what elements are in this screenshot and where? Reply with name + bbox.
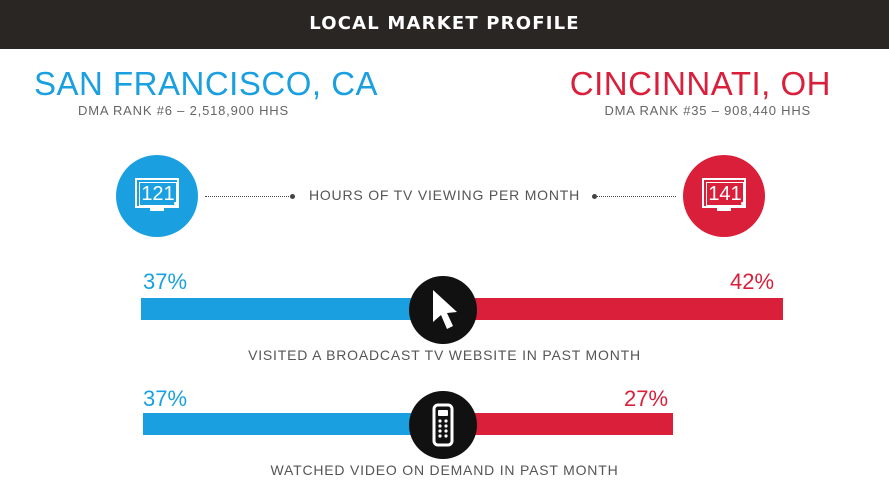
left-market-dma: DMA RANK #6 – 2,518,900 HHS — [78, 103, 289, 118]
page-title: LOCAL MARKET PROFILE — [309, 13, 580, 34]
metric1-left-pct: 37% — [143, 269, 188, 294]
metric2-left-pct: 37% — [143, 386, 188, 411]
tv-icon: 141 — [702, 178, 746, 208]
tv-stand — [150, 208, 164, 211]
metric1-badge — [409, 276, 477, 344]
metric2-badge — [409, 391, 477, 459]
left-market-name: SAN FRANCISCO, CA — [34, 65, 379, 102]
right-tv-badge: 141 — [683, 155, 765, 237]
metric2-left-bar — [143, 413, 441, 435]
cursor-icon — [433, 290, 457, 329]
right-market-dma: DMA RANK #35 – 908,440 HHS — [604, 103, 811, 118]
tv-stand — [717, 208, 731, 211]
connector-right — [594, 196, 676, 197]
metric1-right-bar — [444, 298, 783, 320]
tv-power-dot — [174, 202, 177, 205]
left-tv-hours: 121 — [139, 182, 177, 206]
metric2-label: WATCHED VIDEO ON DEMAND IN PAST MONTH — [270, 462, 619, 478]
tv-power-dot — [741, 202, 744, 205]
metric2-right-pct: 27% — [624, 386, 669, 411]
metric2-right-bar — [444, 413, 673, 435]
left-tv-badge: 121 — [116, 155, 198, 237]
right-tv-hours: 141 — [706, 182, 744, 206]
metric1-label: VISITED A BROADCAST TV WEBSITE IN PAST M… — [248, 347, 641, 363]
connector-left — [205, 196, 295, 197]
header-bar: LOCAL MARKET PROFILE — [0, 0, 889, 49]
remote-control-icon — [432, 403, 454, 447]
metric1-right-pct: 42% — [730, 269, 775, 294]
connector-right-end — [592, 194, 597, 199]
right-market-name: CINCINNATI, OH — [569, 65, 831, 102]
connector-left-end — [290, 194, 295, 199]
metric1-left-bar — [141, 298, 441, 320]
tv-icon: 121 — [135, 178, 179, 208]
tv-viewing-label: HOURS OF TV VIEWING PER MONTH — [308, 187, 581, 203]
